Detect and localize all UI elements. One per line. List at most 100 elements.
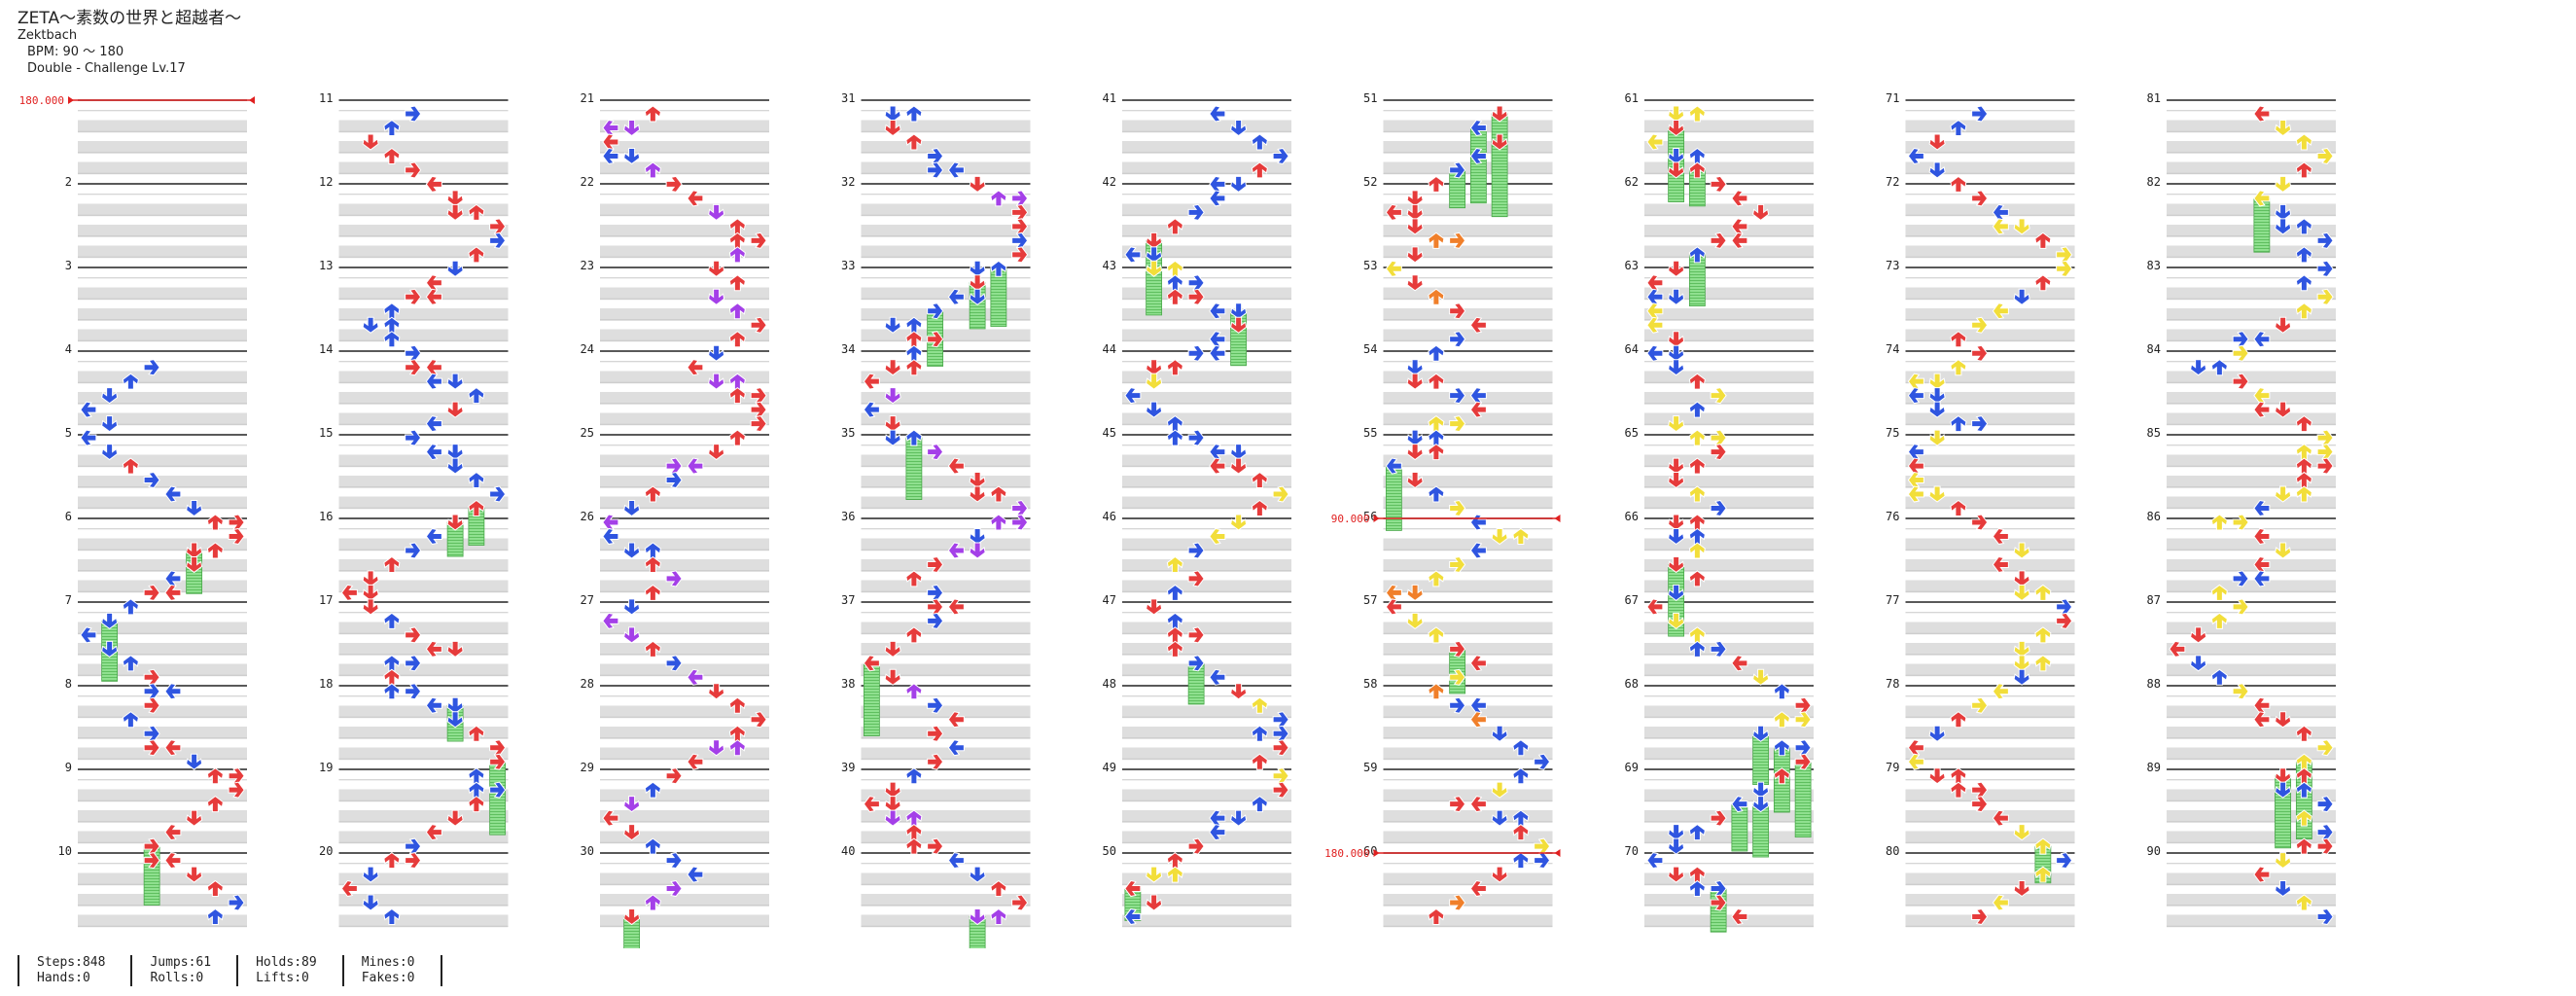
beat-shade xyxy=(1383,476,1553,488)
beat-shade xyxy=(600,789,769,802)
beat-shade xyxy=(2167,747,2336,761)
step-arrow-icon xyxy=(708,344,725,362)
beat-shade xyxy=(861,747,1031,761)
beat-shade xyxy=(1383,392,1553,405)
beat-shade xyxy=(861,663,1031,677)
measure-number: 43 xyxy=(1103,259,1116,272)
measure-number: 28 xyxy=(581,677,594,691)
stat-jumps: Jumps:61 xyxy=(150,955,212,970)
measure-number: 59 xyxy=(1363,761,1377,774)
chart-column xyxy=(1905,99,2075,928)
beat-shade xyxy=(338,789,509,802)
beat-shade xyxy=(1644,203,1814,217)
beat-shade xyxy=(78,371,247,384)
beat-shade xyxy=(1383,622,1553,635)
measure-number: 83 xyxy=(2147,259,2161,272)
beat-shade xyxy=(1905,329,2075,342)
measure-number: 7 xyxy=(65,593,72,607)
beat-shade xyxy=(1644,329,1814,342)
beat-shade xyxy=(78,225,247,237)
beat-shade xyxy=(78,872,247,886)
beat-shade xyxy=(1644,914,1814,928)
beat-shade xyxy=(338,580,509,593)
beat-shade xyxy=(600,412,769,426)
beat-shade xyxy=(1122,580,1291,593)
measure-number: 32 xyxy=(841,175,855,189)
beat-shade xyxy=(78,727,247,739)
beat-shade xyxy=(1383,496,1553,510)
measure-number: 4 xyxy=(65,342,72,356)
beat-shade xyxy=(2167,872,2336,886)
step-arrow-icon xyxy=(905,105,923,123)
beat-shade xyxy=(78,329,247,342)
beat-shade xyxy=(338,663,509,677)
beat-shade xyxy=(338,810,509,823)
measure-number: 81 xyxy=(2147,91,2161,105)
chart-header: ZETA～素数の世界と超越者～ Zektbach BPM: 90 ～ 180 D… xyxy=(18,10,241,77)
measure-number: 58 xyxy=(1363,677,1377,691)
beat-shade xyxy=(338,120,509,133)
beat-shade xyxy=(600,559,769,572)
beat-shade xyxy=(861,141,1031,154)
hold-note xyxy=(1794,761,1812,838)
beat-shade xyxy=(338,872,509,886)
beat-shade xyxy=(1644,287,1814,301)
beat-shade xyxy=(338,538,509,551)
step-arrow-icon xyxy=(1011,514,1029,531)
beat-shade xyxy=(2167,580,2336,593)
step-arrow-icon xyxy=(1187,429,1205,446)
beat-shade xyxy=(1644,412,1814,426)
beat-shade xyxy=(338,476,509,488)
measure-number: 50 xyxy=(1103,844,1116,858)
measure-number: 31 xyxy=(841,91,855,105)
hold-note xyxy=(2253,197,2271,253)
beat-shade xyxy=(78,747,247,761)
step-arrow-icon xyxy=(446,260,464,277)
beat-shade xyxy=(2167,454,2336,468)
beat-shade xyxy=(1383,663,1553,677)
beat-shade xyxy=(1644,308,1814,321)
beat-shade xyxy=(338,705,509,719)
step-arrow-icon xyxy=(708,260,725,277)
beat-shade xyxy=(1383,308,1553,321)
measure-number: 48 xyxy=(1103,677,1116,691)
step-arrow-icon xyxy=(990,514,1007,531)
step-arrow-icon xyxy=(1406,190,1424,207)
measure-number: 19 xyxy=(319,761,333,774)
beat-shade xyxy=(78,203,247,217)
beat-shade xyxy=(1644,747,1814,761)
beat-shade xyxy=(861,308,1031,321)
beat-shade xyxy=(338,141,509,154)
step-arrow-icon xyxy=(1950,175,1967,193)
beat-shade xyxy=(78,476,247,488)
measure-number: 86 xyxy=(2147,510,2161,523)
measure-number: 76 xyxy=(1886,510,1899,523)
beat-shade xyxy=(861,831,1031,844)
beat-shade xyxy=(2167,371,2336,384)
beat-shade xyxy=(1383,225,1553,237)
measure-number: 33 xyxy=(841,259,855,272)
beat-shade xyxy=(1644,705,1814,719)
beat-shade xyxy=(1644,496,1814,510)
stat-hands: Hands:0 xyxy=(37,971,90,985)
beat-shade xyxy=(861,225,1031,237)
beat-shade xyxy=(861,329,1031,342)
beat-shade xyxy=(861,705,1031,719)
chart-column xyxy=(861,99,1031,928)
beat-shade xyxy=(1644,894,1814,907)
measure-number: 87 xyxy=(2147,593,2161,607)
measure-number: 20 xyxy=(319,844,333,858)
beat-shade xyxy=(861,476,1031,488)
measure-number: 25 xyxy=(581,426,594,440)
hold-note xyxy=(489,761,507,836)
measure-number: 69 xyxy=(1625,761,1639,774)
step-arrow-icon xyxy=(1668,344,1685,362)
step-arrow-icon xyxy=(884,429,901,446)
beat-shade xyxy=(2167,225,2336,237)
measure-number: 64 xyxy=(1625,342,1639,356)
beat-shade xyxy=(2167,643,2336,656)
beat-shade xyxy=(1644,245,1814,259)
beat-shade xyxy=(1905,622,2075,635)
measure-number: 66 xyxy=(1625,510,1639,523)
beat-shade xyxy=(2167,538,2336,551)
